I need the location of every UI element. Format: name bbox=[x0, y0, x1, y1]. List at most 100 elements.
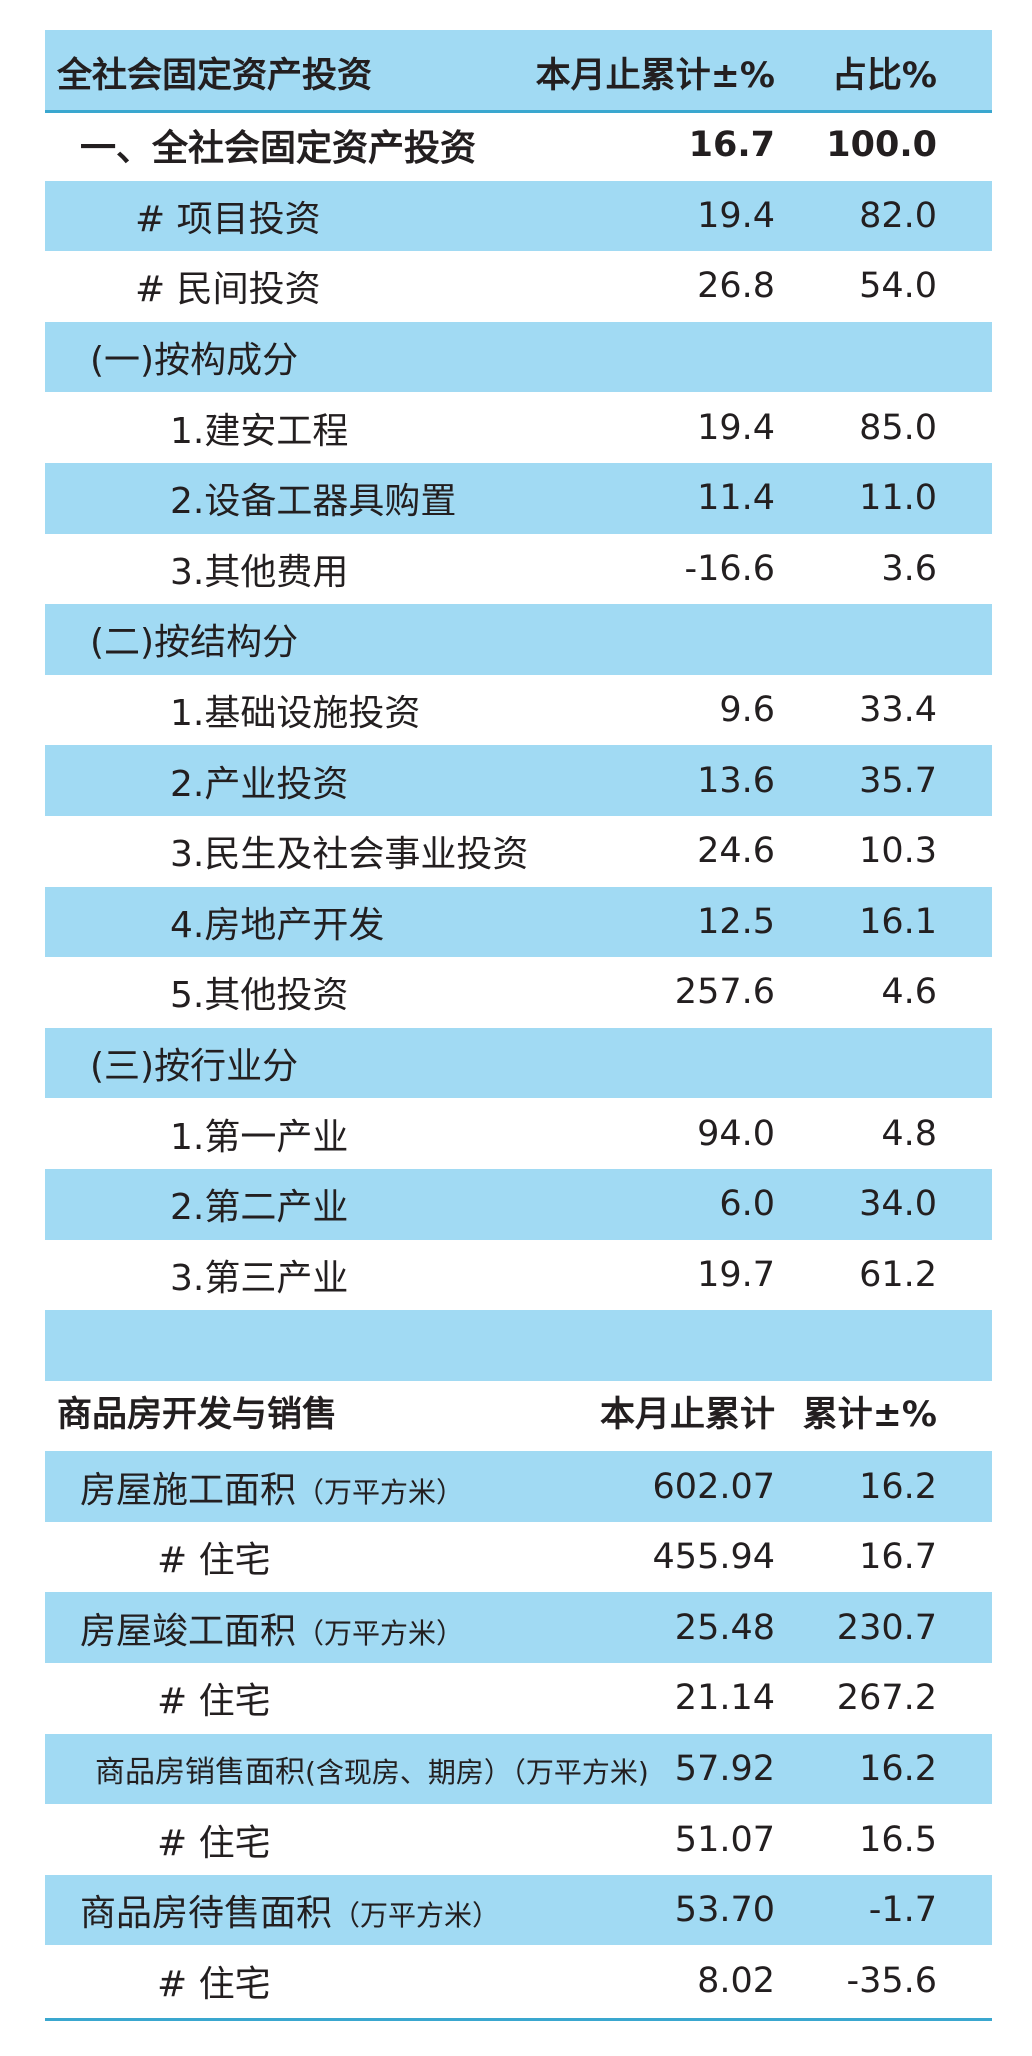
row-value-second: 4.8 bbox=[881, 1113, 937, 1154]
row-value-cumulative: 9.6 bbox=[719, 690, 775, 731]
row-label: 一、全社会固定资产投资 bbox=[80, 119, 476, 171]
row-label: 商品房待售面积（万平方米） bbox=[80, 1884, 500, 1936]
investment-row: (二)按结构分 bbox=[45, 604, 992, 675]
row-value-second: 16.5 bbox=[859, 1819, 937, 1860]
row-unit: （万平方米） bbox=[296, 1475, 465, 1509]
row-value-cumulative: 51.07 bbox=[674, 1819, 775, 1860]
row-label: (三)按行业分 bbox=[90, 1037, 298, 1089]
row-value-second: 35.7 bbox=[859, 760, 937, 801]
real-estate-table-body: 房屋施工面积（万平方米） 602.07 16.2 # 住宅 455.94 16.7 房屋竣工… bbox=[45, 1451, 992, 2016]
row-label: 3.第三产业 bbox=[170, 1249, 348, 1301]
row-label: 2.设备工器具购置 bbox=[170, 472, 456, 524]
row-unit: （万平方米） bbox=[296, 1616, 465, 1650]
row-label-text: (二)按结构分 bbox=[90, 622, 299, 664]
row-value-cumulative: 257.6 bbox=[674, 972, 775, 1013]
row-label: # 住宅 bbox=[157, 1814, 271, 1866]
row-value-second: 16.1 bbox=[859, 901, 937, 942]
investment-row: 3.第三产业 19.7 61.2 bbox=[45, 1240, 992, 1311]
row-label-text: 房屋竣工面积 bbox=[80, 1610, 297, 1652]
row-label-text: 5.其他投资 bbox=[170, 975, 349, 1017]
investment-row: 1.建安工程 19.4 85.0 bbox=[45, 392, 992, 463]
real-estate-row: # 住宅 51.07 16.5 bbox=[45, 1804, 992, 1875]
investment-row: 1.第一产业 94.0 4.8 bbox=[45, 1098, 992, 1169]
row-label: 2.第二产业 bbox=[170, 1178, 348, 1230]
row-value-cumulative: 6.0 bbox=[719, 1184, 775, 1225]
row-label-text: 房屋施工面积 bbox=[80, 1469, 297, 1511]
real-estate-row: 房屋施工面积（万平方米） 602.07 16.2 bbox=[45, 1451, 992, 1522]
row-label-text: 4.房地产开发 bbox=[170, 904, 385, 946]
row-value-cumulative: 8.02 bbox=[697, 1960, 775, 2001]
row-label: 1.第一产业 bbox=[170, 1108, 348, 1160]
investment-row: (三)按行业分 bbox=[45, 1027, 992, 1099]
row-label-text: 2.设备工器具购置 bbox=[170, 481, 457, 523]
header-divider bbox=[45, 110, 992, 113]
row-value-second: 230.7 bbox=[836, 1607, 937, 1648]
row-label-text: # 民间投资 bbox=[135, 269, 321, 311]
investment-row: 2.第二产业 6.0 34.0 bbox=[45, 1168, 992, 1240]
investment-row: 2.设备工器具购置 11.4 11.0 bbox=[45, 462, 992, 534]
row-value-cumulative: 19.7 bbox=[697, 1254, 775, 1295]
row-value-cumulative: 57.92 bbox=[674, 1748, 775, 1789]
row-label: 1.建安工程 bbox=[170, 402, 348, 454]
row-label: 2.产业投资 bbox=[170, 755, 348, 807]
row-label: 房屋施工面积（万平方米） bbox=[80, 1461, 464, 1513]
row-value-second: 16.7 bbox=[859, 1537, 937, 1578]
row-value-cumulative: 602.07 bbox=[652, 1466, 775, 1507]
row-label-text: 商品房待售面积 bbox=[80, 1893, 333, 1935]
real-estate-row: 商品房销售面积(含现房、期房）（万平方米) 57.92 16.2 bbox=[45, 1733, 992, 1805]
investment-row: 一、全社会固定资产投资 16.7 100.0 bbox=[45, 110, 992, 181]
row-label-text: # 住宅 bbox=[157, 1681, 271, 1723]
investment-table-body: 一、全社会固定资产投资 16.7 100.0 # 项目投资 19.4 82.0 # 民间投资… bbox=[45, 110, 992, 1310]
row-label: # 住宅 bbox=[157, 1531, 271, 1583]
row-value-cumulative: 24.6 bbox=[697, 831, 775, 872]
row-label-text: 1.基础设施投资 bbox=[170, 693, 421, 735]
row-label: # 住宅 bbox=[157, 1955, 271, 2007]
spacer-band bbox=[45, 1310, 992, 1381]
row-label-text: 1.第一产业 bbox=[170, 1116, 349, 1158]
real-estate-row: 房屋竣工面积（万平方米） 25.48 230.7 bbox=[45, 1592, 992, 1664]
real-estate-table-header: 商品房开发与销售 本月止累计 累计±% bbox=[45, 1381, 992, 1452]
row-label: (二)按结构分 bbox=[90, 613, 298, 665]
investment-row: (一)按构成分 bbox=[45, 321, 992, 393]
row-value-second: 4.6 bbox=[881, 972, 937, 1013]
row-value-second: 16.2 bbox=[859, 1466, 937, 1507]
row-label-text: 3.民生及社会事业投资 bbox=[170, 834, 529, 876]
real-estate-row: 商品房待售面积（万平方米） 53.70 -1.7 bbox=[45, 1874, 992, 1946]
row-label: 1.基础设施投资 bbox=[170, 684, 420, 736]
real-estate-row: # 住宅 8.02 -35.6 bbox=[45, 1945, 992, 2016]
row-value-second: 34.0 bbox=[859, 1184, 937, 1225]
row-unit: （万平方米） bbox=[332, 1899, 501, 1933]
row-value-second: 33.4 bbox=[859, 690, 937, 731]
row-label: # 住宅 bbox=[157, 1672, 271, 1724]
row-value-second: 54.0 bbox=[859, 266, 937, 307]
row-value-second: -35.6 bbox=[846, 1960, 937, 2001]
investment-row: 5.其他投资 257.6 4.6 bbox=[45, 957, 992, 1028]
row-value-cumulative: 12.5 bbox=[697, 901, 775, 942]
row-value-second: 61.2 bbox=[859, 1254, 937, 1295]
row-value-cumulative: 21.14 bbox=[674, 1678, 775, 1719]
investment-table-header: 全社会固定资产投资 本月止累计±% 占比% bbox=[45, 30, 992, 110]
row-label: # 项目投资 bbox=[135, 190, 321, 242]
header-col-cumulative: 本月止累计 bbox=[599, 1395, 775, 1436]
row-value-second: 85.0 bbox=[859, 407, 937, 448]
row-value-cumulative: 11.4 bbox=[697, 478, 775, 519]
investment-table: 全社会固定资产投资 本月止累计±% 占比% 一、全社会固定资产投资 16.7 100… bbox=[45, 30, 992, 2016]
header-title: 全社会固定资产投资 bbox=[57, 56, 373, 96]
real-estate-row: # 住宅 21.14 267.2 bbox=[45, 1663, 992, 1734]
row-label-text: 一、全社会固定资产投资 bbox=[80, 128, 477, 170]
row-value-cumulative: 16.7 bbox=[688, 125, 775, 166]
row-value-cumulative: 25.48 bbox=[674, 1607, 775, 1648]
row-value-second: 3.6 bbox=[881, 548, 937, 589]
row-label: # 民间投资 bbox=[135, 260, 321, 312]
row-label-text: (一)按构成分 bbox=[90, 340, 299, 382]
row-value-cumulative: 19.4 bbox=[697, 407, 775, 448]
row-value-cumulative: 455.94 bbox=[652, 1537, 775, 1578]
row-label: 商品房销售面积(含现房、期房）（万平方米) bbox=[95, 1747, 649, 1791]
investment-row: # 项目投资 19.4 82.0 bbox=[45, 180, 992, 252]
investment-row: 3.民生及社会事业投资 24.6 10.3 bbox=[45, 816, 992, 887]
row-label: 房屋竣工面积（万平方米） bbox=[80, 1602, 464, 1654]
row-value-cumulative: -16.6 bbox=[684, 548, 775, 589]
row-label: 5.其他投资 bbox=[170, 966, 348, 1018]
row-label-text: 2.产业投资 bbox=[170, 763, 349, 805]
row-label-text: 1.建安工程 bbox=[170, 410, 349, 452]
